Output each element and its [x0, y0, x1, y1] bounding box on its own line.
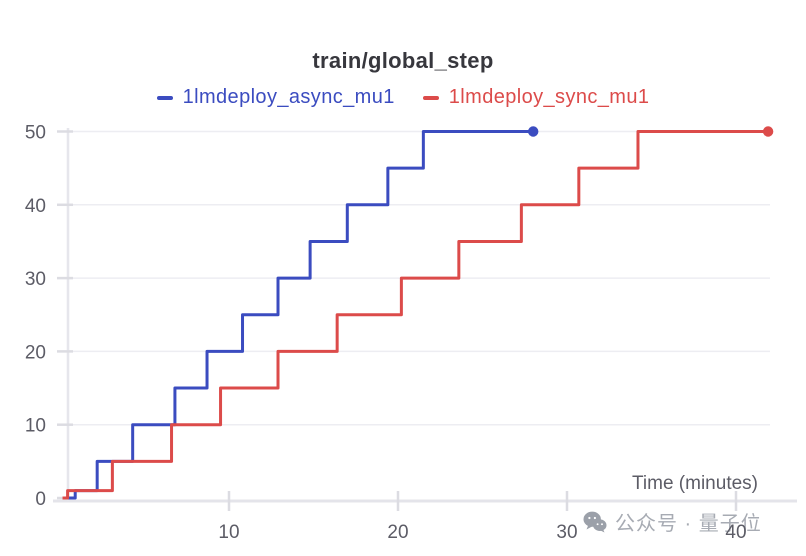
- watermark: 公众号 · 量子位: [583, 507, 762, 536]
- y-tick-label: 40: [25, 196, 46, 217]
- series-endpoint-sync: [762, 126, 774, 137]
- legend-label-async: 1lmdeploy_async_mu1: [182, 86, 395, 108]
- chart-title: train/global_step: [312, 48, 494, 73]
- y-tick-label: 50: [25, 123, 46, 144]
- y-tick-label: 20: [25, 342, 46, 363]
- x-tick-label: 40: [725, 522, 746, 543]
- x-tick-label: 20: [387, 522, 408, 543]
- series-line-sync: [62, 130, 769, 500]
- legend-item-sync[interactable]: 1lmdeploy_sync_mu1: [422, 86, 650, 109]
- legend-label-sync: 1lmdeploy_sync_mu1: [448, 86, 650, 108]
- series-line-async: [65, 130, 534, 500]
- series-endpoint-async: [528, 126, 539, 137]
- x-tick-label: 10: [218, 522, 239, 543]
- y-tick-label: 0: [35, 489, 46, 510]
- legend-dash-icon: [422, 95, 439, 100]
- y-tick-label: 30: [25, 269, 46, 290]
- x-axis-label: Time (minutes): [632, 473, 758, 494]
- legend-dash-icon: [156, 95, 173, 100]
- chart-legend: 1lmdeploy_async_mu1 1lmdeploy_sync_mu1: [0, 86, 806, 109]
- x-tick-label: 30: [556, 522, 577, 543]
- legend-item-async[interactable]: 1lmdeploy_async_mu1: [156, 86, 395, 109]
- y-tick-label: 10: [25, 416, 46, 437]
- watermark-text: 公众号 · 量子位: [615, 513, 762, 535]
- wechat-icon: [583, 511, 607, 532]
